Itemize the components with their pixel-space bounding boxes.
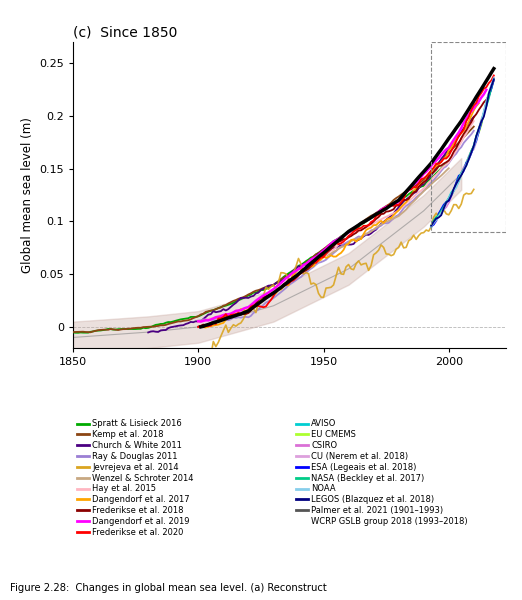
Bar — [431, 42, 506, 232]
Text: Figure 2.28:  Changes in global mean sea level. (a) Reconstruct: Figure 2.28: Changes in global mean sea … — [10, 583, 327, 593]
Text: (c)  Since 1850: (c) Since 1850 — [73, 25, 177, 40]
Y-axis label: Global mean sea level (m): Global mean sea level (m) — [21, 117, 34, 273]
Legend: AVISO, EU CMEMS, CSIRO, CU (Nerem et al. 2018), ESA (Legeais et al. 2018), NASA : AVISO, EU CMEMS, CSIRO, CU (Nerem et al.… — [296, 419, 468, 526]
